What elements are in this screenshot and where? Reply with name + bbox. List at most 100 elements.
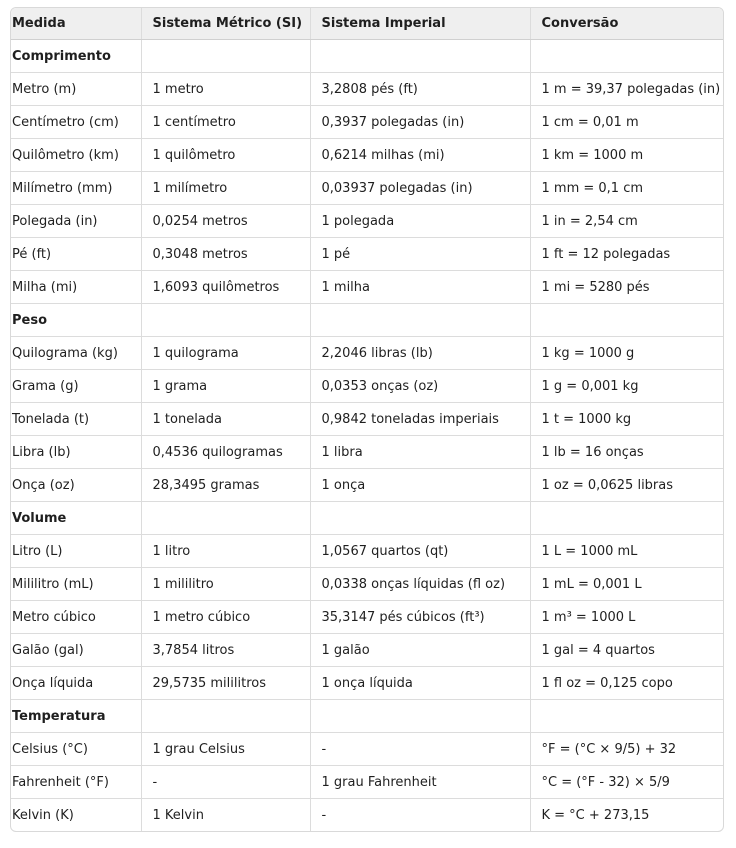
section-title: Peso — [11, 303, 142, 337]
section-title: Volume — [11, 501, 142, 535]
table-row: Celsius (°C) 1 grau Celsius - °F = (°C × 9/… — [11, 732, 723, 766]
imperial-cell: 3,2808 pés (ft) — [310, 72, 531, 106]
medida-cell: Metro cúbico — [11, 600, 142, 634]
section-header-row: Volume — [11, 501, 723, 535]
metric-cell: 0,0254 metros — [141, 204, 311, 238]
table-row: Metro cúbico 1 metro cúbico 35,3147 pés cú… — [11, 600, 723, 634]
table-row: Onça líquida 29,5735 mililitros 1 onça líq… — [11, 666, 723, 700]
table-row: Galão (gal) 3,7854 litros 1 galão 1 gal = 4… — [11, 633, 723, 667]
conversion-cell: °C = (°F - 32) × 5/9 — [530, 765, 723, 799]
metric-cell: 0,3048 metros — [141, 237, 311, 271]
conversion-cell: 1 mi = 5280 pés — [530, 270, 723, 304]
metric-cell: 1 quilograma — [141, 336, 311, 370]
imperial-cell: 1 galão — [310, 633, 531, 667]
column-header-conversao: Conversão — [530, 8, 723, 40]
imperial-cell: 1 pé — [310, 237, 531, 271]
metric-cell: 1 Kelvin — [141, 798, 311, 831]
conversion-cell: K = °C + 273,15 — [541, 807, 650, 823]
metric-cell — [141, 39, 311, 73]
imperial-cell: 0,3937 polegadas (in) — [310, 105, 531, 139]
section-header-row: Peso — [11, 303, 723, 337]
medida-cell: Libra (lb) — [11, 435, 142, 469]
imperial-cell: - — [310, 798, 531, 831]
imperial-cell — [310, 501, 531, 535]
imperial-cell: 1 milha — [310, 270, 531, 304]
imperial-cell: 1 onça líquida — [310, 666, 531, 700]
table-row: Libra (lb) 0,4536 quilogramas 1 libra 1 lb … — [11, 435, 723, 469]
conversion-cell: 1 L = 1000 mL — [530, 534, 723, 568]
medida-cell: Fahrenheit (°F) — [11, 765, 142, 799]
table-row: Polegada (in) 0,0254 metros 1 polegada 1 in… — [11, 204, 723, 238]
conversion-cell: 1 g = 0,001 kg — [530, 369, 723, 403]
conversion-cell: 1 km = 1000 m — [530, 138, 723, 172]
conversion-cell: 1 m³ = 1000 L — [530, 600, 723, 634]
medida-cell: Tonelada (t) — [11, 402, 142, 436]
conversion-cell: 1 kg = 1000 g — [530, 336, 723, 370]
conversion-cell: 1 fl oz = 0,125 copo — [530, 666, 723, 700]
column-header-sistema-imperial: Sistema Imperial — [310, 8, 531, 40]
metric-cell — [141, 501, 311, 535]
metric-cell: 0,4536 quilogramas — [141, 435, 311, 469]
medida-cell: Kelvin (K) — [11, 798, 142, 831]
table-row: Pé (ft) 0,3048 metros 1 pé 1 ft = 12 polega… — [11, 237, 723, 271]
medida-cell: Galão (gal) — [11, 633, 142, 667]
conversion-cell: 1 oz = 0,0625 libras — [530, 468, 723, 502]
column-header-sistema-metrico: Sistema Métrico (SI) — [141, 8, 311, 40]
section-title: Comprimento — [11, 39, 142, 73]
header-row: Medida Sistema Métrico (SI) Sistema Impe… — [11, 8, 723, 40]
conversion-cell: 1 mL = 0,001 L — [530, 567, 723, 601]
table-row: Quilograma (kg) 1 quilograma 2,2046 libras… — [11, 336, 723, 370]
table-header: Medida Sistema Métrico (SI) Sistema Impe… — [11, 8, 723, 40]
conversion-cell: 1 gal = 4 quartos — [530, 633, 723, 667]
conversion-cell: 1 lb = 16 onças — [530, 435, 723, 469]
imperial-cell — [310, 303, 531, 337]
table-row: Grama (g) 1 grama 0,0353 onças (oz) 1 g = 0… — [11, 369, 723, 403]
medida-cell: Centímetro (cm) — [11, 105, 142, 139]
conversion-cell: °F = (°C × 9/5) + 32 — [530, 732, 723, 766]
imperial-cell: 0,03937 polegadas (in) — [310, 171, 531, 205]
medida-cell: Milha (mi) — [11, 270, 142, 304]
metric-cell: 1 litro — [141, 534, 311, 568]
table-row: Kelvin (K) 1 Kelvin - K = °C + 273,15 — [11, 798, 723, 831]
table-row: Centímetro (cm) 1 centímetro 0,3937 polega… — [11, 105, 723, 139]
metric-cell: 1 metro — [141, 72, 311, 106]
imperial-cell: 0,6214 milhas (mi) — [310, 138, 531, 172]
conversion-cell — [530, 303, 723, 337]
metric-cell: 1,6093 quilômetros — [141, 270, 311, 304]
imperial-cell: 0,9842 toneladas imperiais — [310, 402, 531, 436]
imperial-cell: 1 onça — [310, 468, 531, 502]
table-row: Metro (m) 1 metro 3,2808 pés (ft) 1 m = 39,… — [11, 72, 723, 106]
medida-cell: Milímetro (mm) — [11, 171, 142, 205]
conversion-cell — [530, 699, 723, 733]
conversion-cell: 1 m = 39,37 polegadas (in) — [530, 72, 723, 106]
medida-cell: Litro (L) — [11, 534, 142, 568]
conversion-cell: 1 t = 1000 kg — [530, 402, 723, 436]
conversion-cell — [530, 501, 723, 535]
medida-cell: Onça (oz) — [11, 468, 142, 502]
conversion-table: Medida Sistema Métrico (SI) Sistema Impe… — [11, 8, 723, 831]
imperial-cell: 1 grau Fahrenheit — [310, 765, 531, 799]
imperial-cell: 2,2046 libras (lb) — [310, 336, 531, 370]
conversion-cell: 1 ft = 12 polegadas — [530, 237, 723, 271]
metric-cell: 1 tonelada — [141, 402, 311, 436]
section-title: Temperatura — [11, 699, 142, 733]
medida-cell: Polegada (in) — [11, 204, 142, 238]
section-header-row: Comprimento — [11, 39, 723, 73]
metric-cell: 3,7854 litros — [141, 633, 311, 667]
table-body: Comprimento Metro (m) 1 metro 3,2808 pés (f… — [11, 39, 723, 831]
metric-cell: 1 milímetro — [141, 171, 311, 205]
metric-cell: 1 grama — [141, 369, 311, 403]
medida-cell: Metro (m) — [11, 72, 142, 106]
column-header-medida: Medida — [11, 8, 142, 40]
conversion-cell: 1 cm = 0,01 m — [530, 105, 723, 139]
metric-cell — [141, 303, 311, 337]
metric-cell: 1 centímetro — [141, 105, 311, 139]
conversion-cell: 1 in = 2,54 cm — [530, 204, 723, 238]
medida-cell: Celsius (°C) — [11, 732, 142, 766]
table-row: Fahrenheit (°F) -1 grau Fahrenheit °C = (°… — [11, 765, 723, 799]
metric-cell: 1 mililitro — [141, 567, 311, 601]
imperial-cell: - — [310, 732, 531, 766]
imperial-cell: 0,0338 onças líquidas (fl oz) — [310, 567, 531, 601]
imperial-cell: 35,3147 pés cúbicos (ft³) — [310, 600, 531, 634]
imperial-cell: 0,0353 onças (oz) — [310, 369, 531, 403]
